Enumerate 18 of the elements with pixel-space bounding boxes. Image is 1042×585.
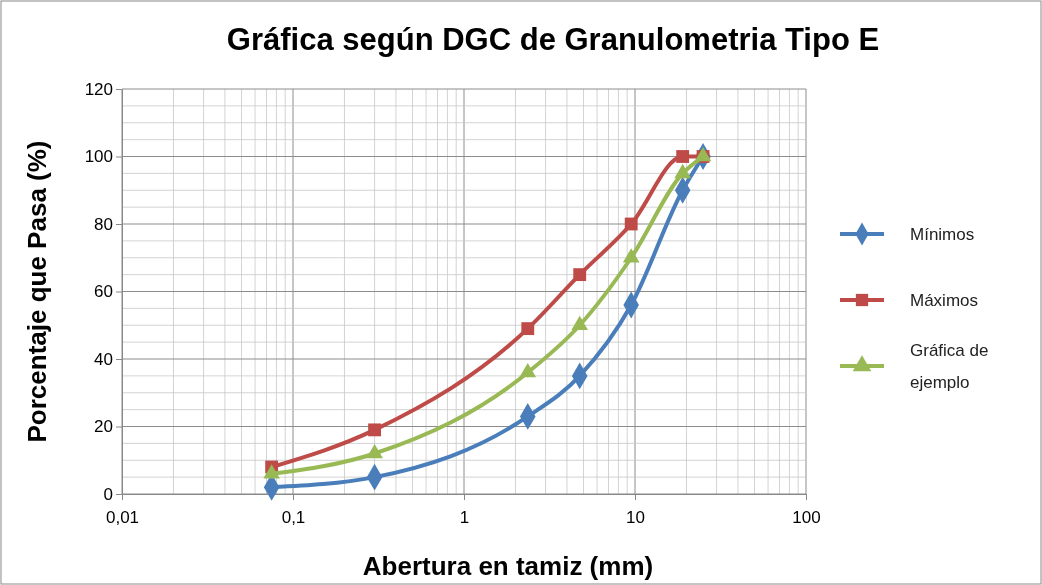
y-tick-label: 80 <box>94 214 113 234</box>
chart-title: Gráfica según DGC de Granulometria Tipo E <box>226 22 880 57</box>
y-tick-label: 0 <box>103 484 113 504</box>
legend-label: Máximos <box>910 291 979 310</box>
x-tick-label: 10 <box>626 508 645 528</box>
x-tick-label: 100 <box>792 508 821 528</box>
legend-label: Mínimos <box>910 225 975 244</box>
x-tick-label: 0,1 <box>281 508 306 528</box>
y-tick-label: 40 <box>94 349 113 369</box>
y-tick-label: 60 <box>94 282 113 302</box>
y-tick-label: 120 <box>84 79 113 99</box>
x-axis-title: Abertura en tamiz (mm) <box>362 551 654 581</box>
legend-label: Gráfica de ejemplo <box>910 341 989 392</box>
y-tick-label: 100 <box>84 147 113 167</box>
y-tick-label: 20 <box>94 417 113 437</box>
x-tick-label: 0,01 <box>105 508 140 528</box>
y-axis-title: Porcentaje que Pasa (%) <box>22 140 52 443</box>
x-tick-label: 1 <box>459 508 470 528</box>
